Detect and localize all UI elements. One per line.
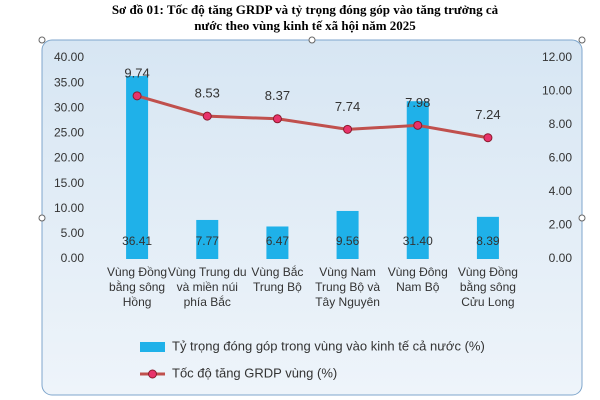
y-tick-label: 30.00 <box>54 100 84 114</box>
legend-label: Tỷ trọng đóng góp trong vùng vào kinh tế… <box>172 338 485 353</box>
chart-title: Sơ đồ 01: Tốc độ tăng GRDP và tỷ trọng đ… <box>111 2 499 33</box>
x-tick-label-box: Vùng Đồng bằng sông Hồng <box>107 265 168 309</box>
bar <box>476 216 499 259</box>
y2-tick-label: 10.00 <box>542 84 572 98</box>
x-tick-label-box: Vùng Bắc Trung Bộ <box>251 265 304 294</box>
handle <box>38 214 46 222</box>
line-value-label: 8.53 <box>195 86 220 101</box>
line-marker <box>413 120 423 130</box>
bar-value-label: 7.77 <box>196 234 220 248</box>
legend-swatch <box>140 342 165 352</box>
handle <box>578 214 586 222</box>
line-marker <box>272 114 282 124</box>
y-tick-label: 0.00 <box>61 251 85 265</box>
line-marker <box>132 91 142 101</box>
x-tick-label: Vùng Nam Trung Bộ và Tây Nguyên <box>315 265 381 309</box>
y2-tick-label: 4.00 <box>549 184 573 198</box>
line-marker <box>343 124 353 134</box>
x-tick-label: Vùng Đông Nam Bộ <box>387 265 448 294</box>
line-value-label: 7.74 <box>335 99 360 114</box>
y2-tick-label: 6.00 <box>549 151 573 165</box>
bar-value-label: 6.47 <box>266 234 290 248</box>
line-marker <box>202 111 212 121</box>
line-value-label: 9.74 <box>124 65 149 80</box>
x-tick-label: Vùng Đồng bằng sông Cửu Long <box>457 265 518 309</box>
bar-value-label: 31.40 <box>403 234 433 248</box>
y-tick-label: 5.00 <box>61 226 85 240</box>
bar <box>406 101 429 259</box>
bar <box>196 219 219 259</box>
x-tick-label-box: Vùng Đồng bằng sông Cửu Long <box>457 265 518 309</box>
x-tick-label-box: Vùng Đông Nam Bộ <box>387 265 448 294</box>
bar <box>266 226 289 259</box>
y-tick-label: 10.00 <box>54 201 84 215</box>
x-tick-label: Vùng Đồng bằng sông Hồng <box>107 265 168 309</box>
y2-tick-label: 0.00 <box>549 251 573 265</box>
y-tick-label: 15.00 <box>54 176 84 190</box>
bar-value-label: 36.41 <box>122 234 152 248</box>
y-tick-label: 35.00 <box>54 75 84 89</box>
handle <box>38 36 46 44</box>
bar-value-label: 9.56 <box>336 234 360 248</box>
y2-tick-label: 2.00 <box>549 218 573 232</box>
line <box>136 94 489 140</box>
y-tick-label: 25.00 <box>54 126 84 140</box>
x-tick-label: Vùng Trung du và miền núi phía Bắc <box>167 265 247 309</box>
y2-tick-label: 12.00 <box>542 50 572 64</box>
x-tick-label-box: Vùng Nam Trung Bộ và Tây Nguyên <box>315 265 381 309</box>
handle <box>308 36 316 44</box>
bar <box>336 210 359 259</box>
line-value-label: 7.98 <box>405 95 430 110</box>
bar <box>126 76 149 259</box>
handle <box>578 36 586 44</box>
x-tick-label: Vùng Bắc Trung Bộ <box>251 265 304 294</box>
y-tick-label: 20.00 <box>54 151 84 165</box>
line-value-label: 7.24 <box>475 107 500 122</box>
line-value-label: 8.37 <box>265 88 290 103</box>
y-tick-label: 40.00 <box>54 50 84 64</box>
legend-label: Tốc độ tăng GRDP vùng (%) <box>172 365 337 380</box>
bar-value-label: 8.39 <box>476 234 500 248</box>
line-marker <box>483 133 493 143</box>
x-tick-label-box: Vùng Trung du và miền núi phía Bắc <box>167 265 247 309</box>
legend-marker <box>148 369 157 379</box>
y2-tick-label: 8.00 <box>549 117 573 131</box>
